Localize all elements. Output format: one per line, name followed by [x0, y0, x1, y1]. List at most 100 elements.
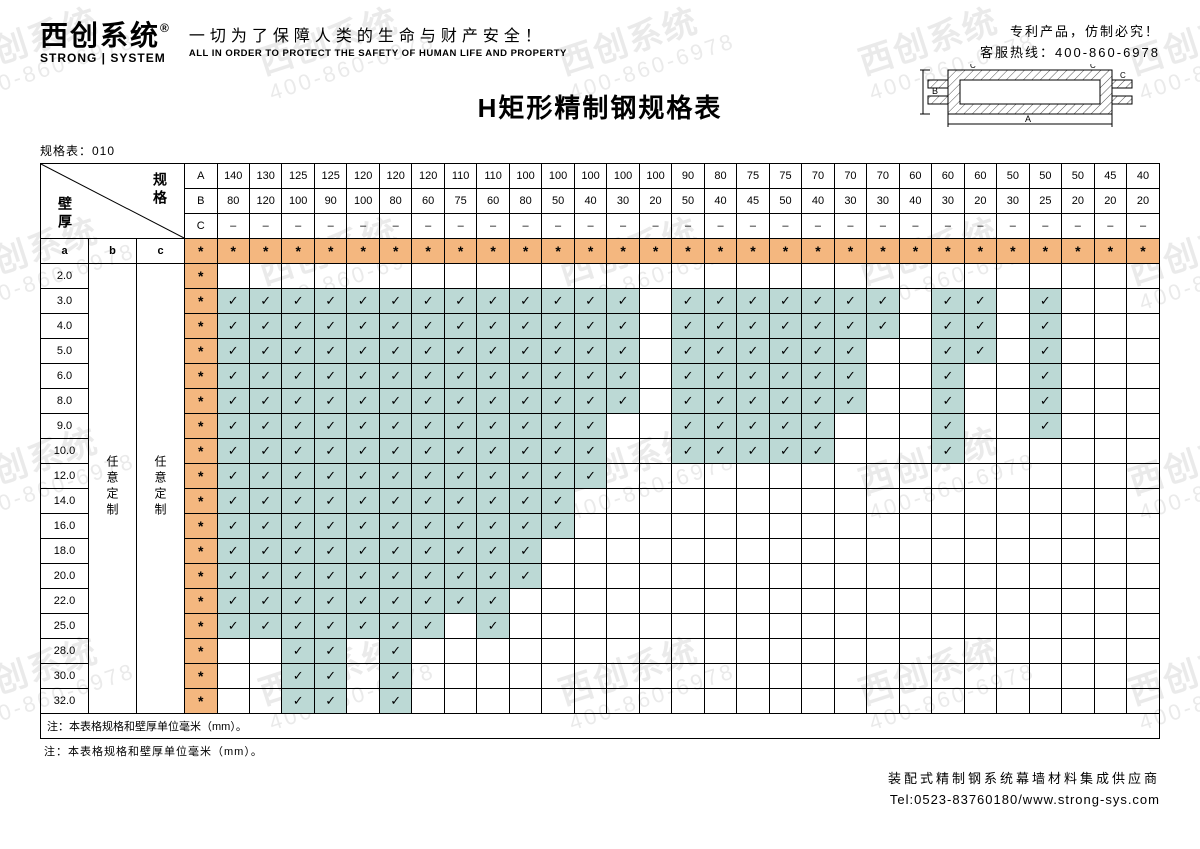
- cell-32.0-8: [477, 689, 509, 714]
- cell-25.0-12: [607, 614, 639, 639]
- cell-10.0-17: [769, 439, 801, 464]
- cell-25.0-26: [1062, 614, 1094, 639]
- cell-5.0-23: [964, 339, 996, 364]
- cell-16.0-0: [217, 514, 249, 539]
- thk-3.0: 3.0: [41, 289, 89, 314]
- cell-8.0-12: [607, 389, 639, 414]
- A-val-21: 60: [899, 164, 931, 189]
- cell-2.0-23: [964, 264, 996, 289]
- cell-32.0-11: [574, 689, 606, 714]
- A-val-20: 70: [867, 164, 899, 189]
- C-val-0: [217, 214, 249, 239]
- cell-22.0-23: [964, 589, 996, 614]
- col-c-any: 任意定制: [137, 264, 185, 714]
- cell-32.0-21: [899, 689, 931, 714]
- cell-30.0-1: [249, 664, 281, 689]
- cell-28.0-26: [1062, 639, 1094, 664]
- cell-25.0-18: [802, 614, 834, 639]
- cell-8.0-13: [639, 389, 671, 414]
- cell-2.0-26: [1062, 264, 1094, 289]
- cell-14.0-18: [802, 489, 834, 514]
- cell-6.0-9: [509, 364, 541, 389]
- cell-25.0-20: [867, 614, 899, 639]
- cell-22.0-18: [802, 589, 834, 614]
- cell-12.0-18: [802, 464, 834, 489]
- star-header-2: [282, 239, 314, 264]
- C-val-26: [1062, 214, 1094, 239]
- cell-4.0-24: [997, 314, 1029, 339]
- cell-22.0-1: [249, 589, 281, 614]
- cell-8.0-22: [932, 389, 964, 414]
- cell-20.0-21: [899, 564, 931, 589]
- cell-4.0-4: [347, 314, 379, 339]
- cell-3.0-9: [509, 289, 541, 314]
- cell-5.0-10: [542, 339, 574, 364]
- C-val-11: [574, 214, 606, 239]
- row-label-A: A: [185, 164, 217, 189]
- B-val-17: 50: [769, 189, 801, 214]
- cell-5.0-9: [509, 339, 541, 364]
- A-val-6: 120: [412, 164, 444, 189]
- cell-2.0-6: [412, 264, 444, 289]
- thk-30.0: 30.0: [41, 664, 89, 689]
- star-header-21: [899, 239, 931, 264]
- cell-16.0-22: [932, 514, 964, 539]
- cell-3.0-15: [704, 289, 736, 314]
- cell-10.0-27: [1094, 439, 1126, 464]
- cell-12.0-7: [444, 464, 476, 489]
- cell-18.0-18: [802, 539, 834, 564]
- cell-22.0-24: [997, 589, 1029, 614]
- star-header-17: [769, 239, 801, 264]
- cell-20.0-9: [509, 564, 541, 589]
- cell-28.0-24: [997, 639, 1029, 664]
- star-header-23: [964, 239, 996, 264]
- cell-30.0-19: [834, 664, 866, 689]
- cell-10.0-8: [477, 439, 509, 464]
- cell-18.0-4: [347, 539, 379, 564]
- star-header-0: [217, 239, 249, 264]
- cell-32.0-20: [867, 689, 899, 714]
- cell-12.0-26: [1062, 464, 1094, 489]
- cell-5.0-25: [1029, 339, 1061, 364]
- star-header-25: [1029, 239, 1061, 264]
- cell-28.0-0: [217, 639, 249, 664]
- thk-9.0: 9.0: [41, 414, 89, 439]
- C-val-3: [314, 214, 346, 239]
- cell-22.0-6: [412, 589, 444, 614]
- cell-32.0-24: [997, 689, 1029, 714]
- cell-30.0-28: [1127, 664, 1160, 689]
- B-val-7: 75: [444, 189, 476, 214]
- cell-8.0-6: [412, 389, 444, 414]
- cell-12.0-19: [834, 464, 866, 489]
- cell-25.0-17: [769, 614, 801, 639]
- cell-8.0-16: [737, 389, 769, 414]
- cross-section-diagram: A B C C C: [920, 64, 1140, 135]
- C-val-9: [509, 214, 541, 239]
- cell-10.0-18: [802, 439, 834, 464]
- cell-6.0-26: [1062, 364, 1094, 389]
- cell-22.0-5: [379, 589, 411, 614]
- cell-9.0-12: [607, 414, 639, 439]
- row-star-25.0: [185, 614, 217, 639]
- cell-22.0-26: [1062, 589, 1094, 614]
- cell-25.0-7: [444, 614, 476, 639]
- cell-14.0-12: [607, 489, 639, 514]
- cell-30.0-20: [867, 664, 899, 689]
- cell-12.0-28: [1127, 464, 1160, 489]
- cell-8.0-10: [542, 389, 574, 414]
- cell-12.0-25: [1029, 464, 1061, 489]
- cell-20.0-15: [704, 564, 736, 589]
- cell-8.0-19: [834, 389, 866, 414]
- cell-14.0-4: [347, 489, 379, 514]
- cell-18.0-9: [509, 539, 541, 564]
- cell-12.0-27: [1094, 464, 1126, 489]
- cell-8.0-5: [379, 389, 411, 414]
- C-val-19: [834, 214, 866, 239]
- cell-30.0-5: [379, 664, 411, 689]
- cell-18.0-27: [1094, 539, 1126, 564]
- cell-25.0-6: [412, 614, 444, 639]
- cell-32.0-14: [672, 689, 704, 714]
- cell-20.0-0: [217, 564, 249, 589]
- cell-4.0-20: [867, 314, 899, 339]
- cell-28.0-8: [477, 639, 509, 664]
